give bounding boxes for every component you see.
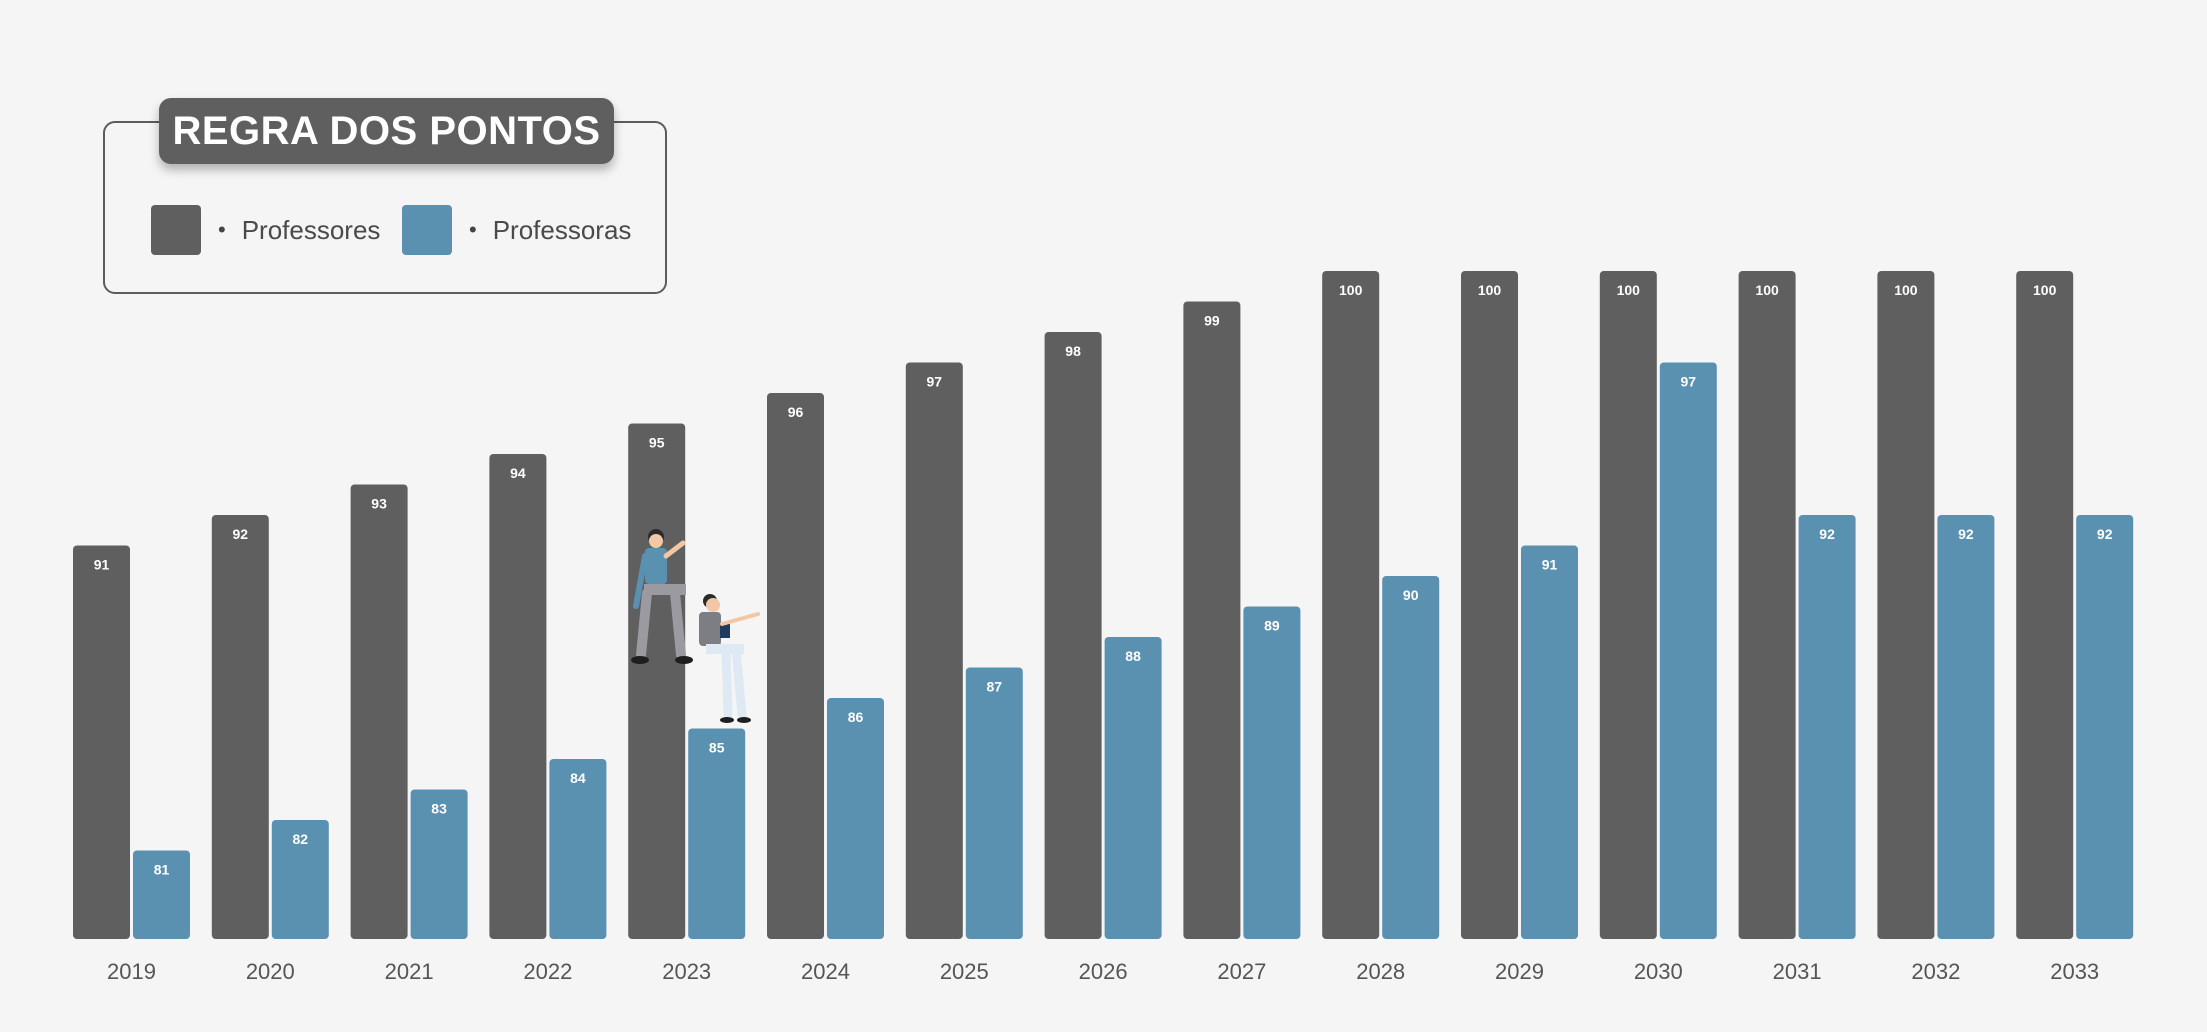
bar-professoras-2020 — [271, 820, 329, 939]
bar-professores-2029 — [1461, 271, 1518, 939]
bar-professoras-2024 — [827, 698, 884, 939]
x-tick-label-2023: 2023 — [662, 959, 711, 984]
bars-group — [73, 271, 2134, 939]
value-label-professoras-2029: 91 — [1542, 557, 1558, 573]
x-tick-label-2024: 2024 — [801, 959, 850, 984]
bar-professores-2030 — [1599, 271, 1657, 939]
bar-professores-2021 — [350, 484, 408, 939]
value-label-professoras-2033: 92 — [2097, 526, 2113, 542]
bar-professores-2026 — [1044, 332, 1102, 939]
value-label-professoras-2027: 89 — [1264, 618, 1280, 634]
value-label-professores-2032: 100 — [1894, 282, 1918, 298]
bar-professores-2031 — [1738, 271, 1796, 939]
value-label-professores-2024: 96 — [788, 404, 804, 420]
legend-swatch-professores — [151, 205, 201, 255]
x-tick-label-2027: 2027 — [1217, 959, 1266, 984]
bar-professores-2023 — [628, 423, 686, 939]
x-tick-label-2033: 2033 — [2050, 959, 2099, 984]
legend-bullet: • — [469, 217, 477, 242]
value-label-professoras-2022: 84 — [570, 770, 586, 786]
x-tick-label-2032: 2032 — [1911, 959, 1960, 984]
legend-label-professoras: Professoras — [492, 214, 632, 245]
bar-professores-2033 — [2016, 271, 2074, 939]
bar-professoras-2022 — [549, 759, 607, 939]
labels-group: 91 81 2019 92 82 2020 93 83 2021 94 84 2022 95 85 2023… — [94, 282, 2113, 984]
x-tick-label-2021: 2021 — [385, 959, 434, 984]
value-label-professoras-2031: 92 — [1819, 526, 1835, 542]
value-label-professores-2028: 100 — [1339, 282, 1363, 298]
value-label-professoras-2028: 90 — [1403, 587, 1419, 603]
value-label-professores-2019: 91 — [94, 557, 110, 573]
x-tick-label-2028: 2028 — [1356, 959, 1405, 984]
x-tick-label-2031: 2031 — [1773, 959, 1822, 984]
bar-professoras-2026 — [1104, 637, 1162, 939]
value-label-professoras-2020: 82 — [293, 831, 309, 847]
legend-swatch-professoras — [402, 205, 452, 255]
x-tick-label-2029: 2029 — [1495, 959, 1544, 984]
value-label-professores-2033: 100 — [2033, 282, 2057, 298]
bar-professores-2028 — [1322, 271, 1380, 939]
x-tick-label-2020: 2020 — [246, 959, 295, 984]
value-label-professoras-2024: 86 — [848, 709, 864, 725]
value-label-professoras-2023: 85 — [709, 740, 725, 756]
x-tick-label-2030: 2030 — [1634, 959, 1683, 984]
x-tick-label-2026: 2026 — [1079, 959, 1128, 984]
bar-professores-2020 — [211, 515, 269, 939]
legend-item-professores: • Professores — [151, 204, 380, 256]
x-tick-label-2022: 2022 — [523, 959, 572, 984]
bar-professoras-2033 — [2076, 515, 2134, 939]
bar-professoras-2019 — [133, 850, 190, 939]
bar-professores-2025 — [905, 362, 963, 939]
value-label-professores-2021: 93 — [371, 496, 387, 512]
people-illustration — [631, 529, 760, 723]
value-label-professores-2020: 92 — [233, 526, 249, 542]
bar-professores-2019 — [73, 545, 130, 939]
value-label-professores-2030: 100 — [1617, 282, 1641, 298]
legend-bullet: • — [218, 217, 226, 242]
value-label-professoras-2030: 97 — [1681, 374, 1697, 390]
x-tick-label-2019: 2019 — [107, 959, 156, 984]
bar-professoras-2021 — [410, 789, 468, 939]
bar-professoras-2032 — [1937, 515, 1995, 939]
legend-item-professoras: • Professoras — [402, 204, 631, 256]
value-label-professores-2026: 98 — [1065, 343, 1081, 359]
x-tick-label-2025: 2025 — [940, 959, 989, 984]
bar-professoras-2027 — [1243, 606, 1301, 939]
bar-professoras-2031 — [1798, 515, 1856, 939]
value-label-professores-2031: 100 — [1755, 282, 1779, 298]
value-label-professores-2023: 95 — [649, 435, 665, 451]
bar-professoras-2030 — [1659, 362, 1717, 939]
bar-professoras-2029 — [1521, 545, 1578, 939]
bar-professoras-2028 — [1382, 576, 1440, 939]
value-label-professores-2022: 94 — [510, 465, 526, 481]
chart-title: REGRA DOS PONTOS — [159, 98, 614, 164]
value-label-professores-2025: 97 — [927, 374, 943, 390]
bar-professores-2022 — [489, 454, 547, 939]
value-label-professoras-2026: 88 — [1125, 648, 1141, 664]
value-label-professoras-2019: 81 — [154, 862, 170, 878]
bar-professores-2027 — [1183, 301, 1241, 939]
man-sitting-icon — [631, 529, 693, 664]
bar-professores-2032 — [1877, 271, 1935, 939]
bar-professores-2024 — [767, 393, 824, 939]
legend-label-professores: Professores — [241, 214, 381, 245]
value-label-professoras-2025: 87 — [987, 679, 1003, 695]
bar-professoras-2025 — [965, 667, 1023, 939]
value-label-professores-2027: 99 — [1204, 313, 1220, 329]
bar-professoras-2023 — [688, 728, 746, 939]
woman-with-tablet-icon — [699, 594, 760, 723]
value-label-professores-2029: 100 — [1478, 282, 1502, 298]
value-label-professoras-2032: 92 — [1958, 526, 1974, 542]
value-label-professoras-2021: 83 — [431, 801, 447, 817]
